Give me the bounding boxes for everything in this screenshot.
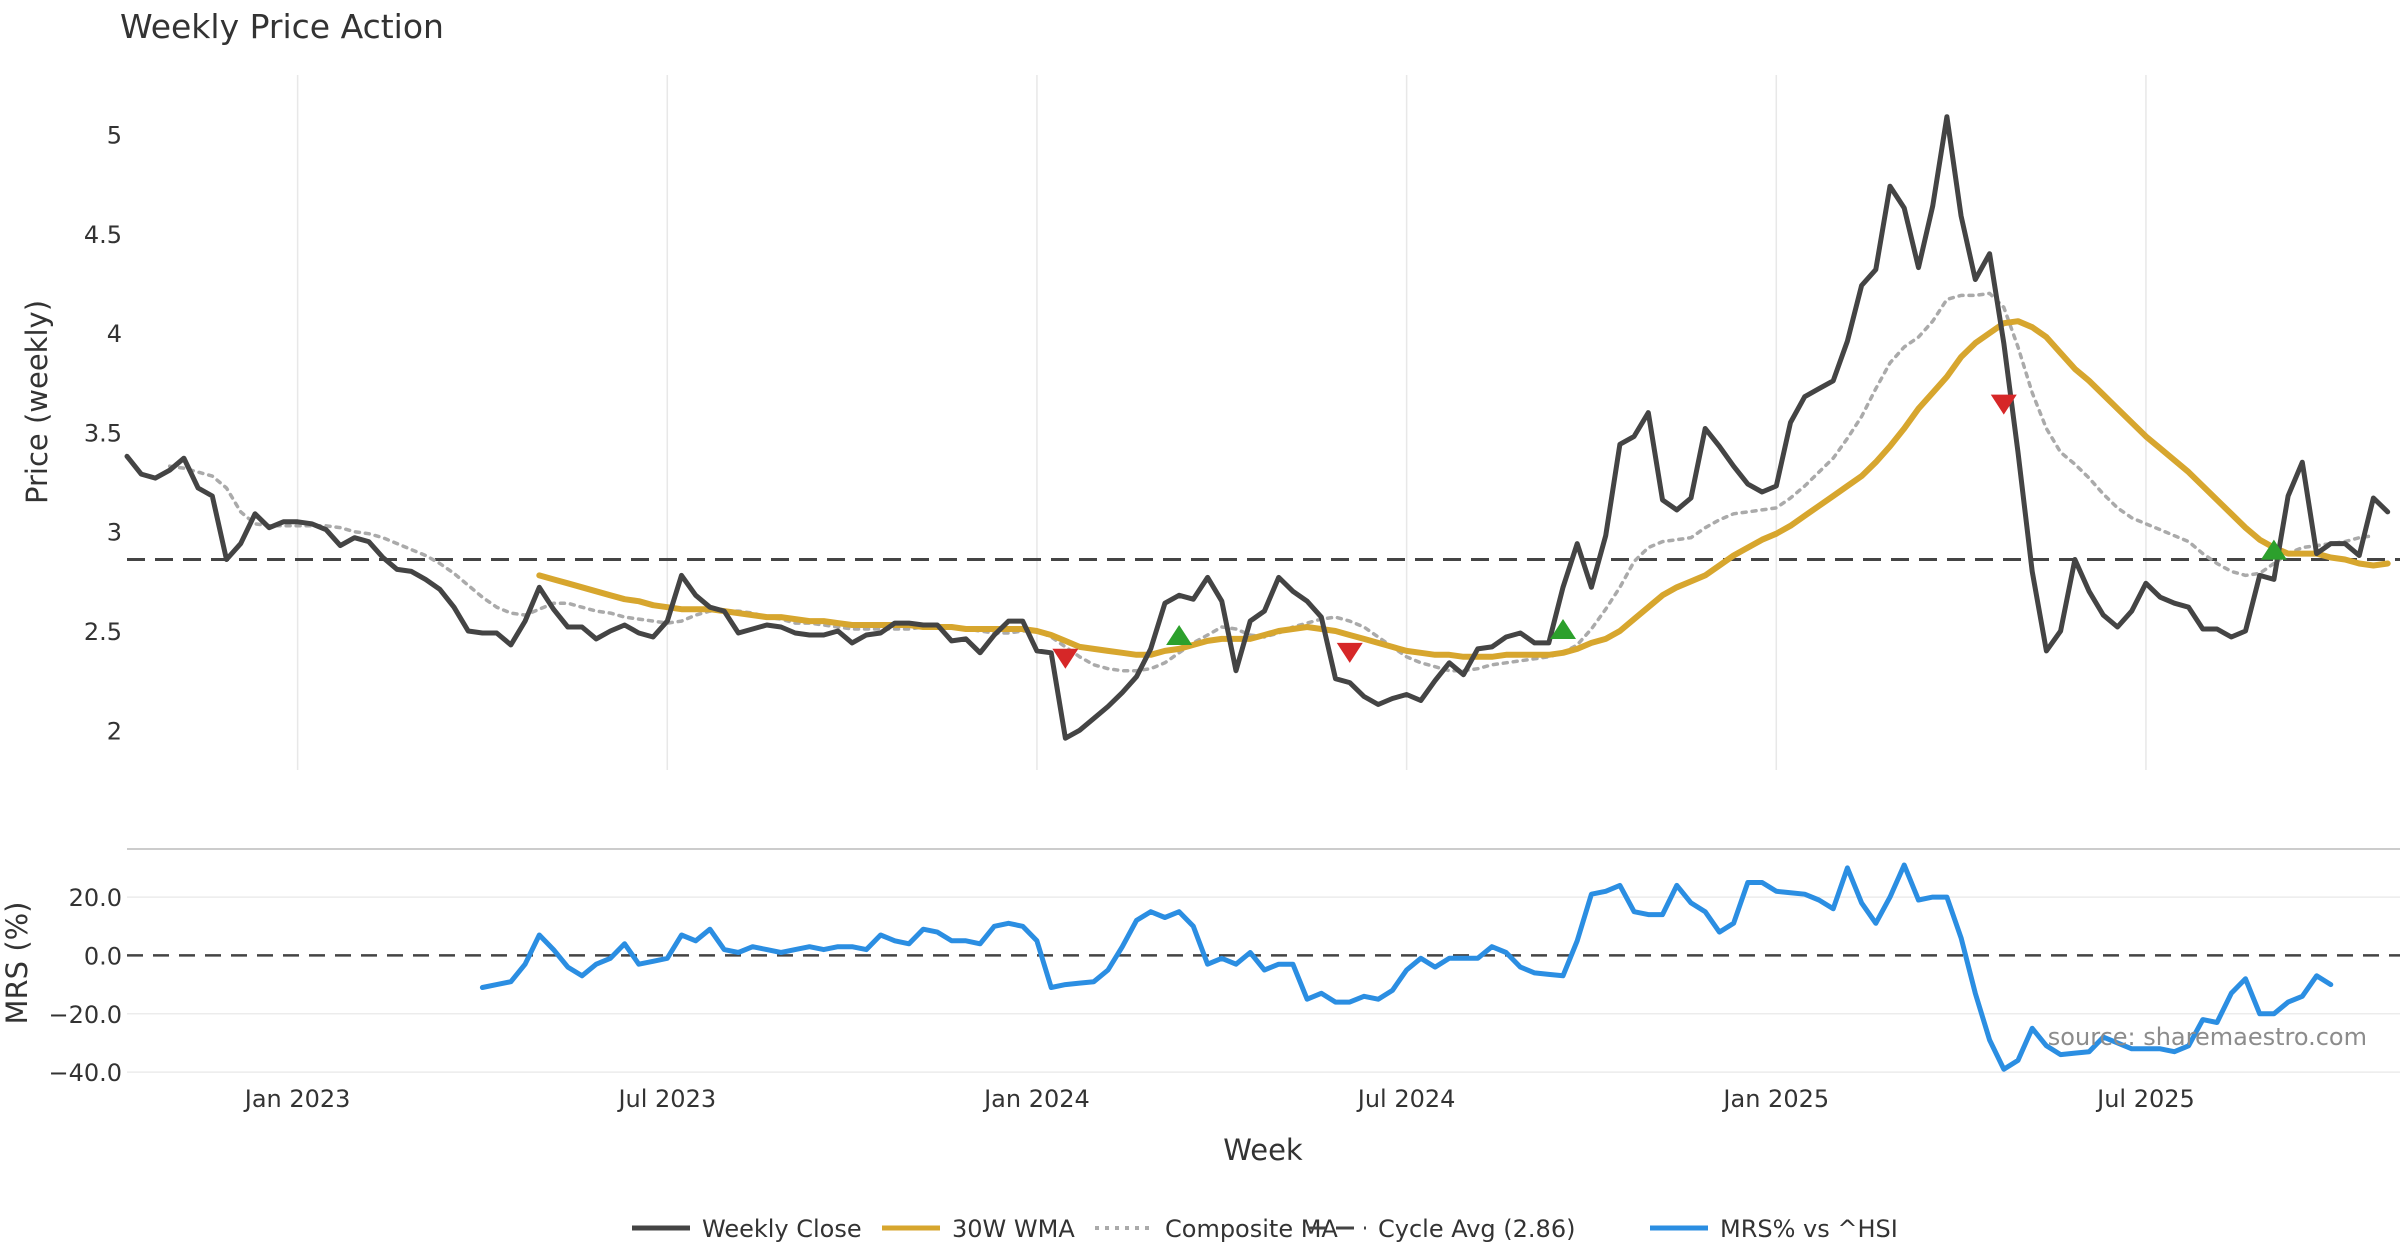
mrs-y-axis-label: MRS (%) (0, 902, 34, 1025)
x-tick-label: Jul 2023 (616, 1085, 716, 1113)
x-tick-label: Jul 2025 (2095, 1085, 2195, 1113)
buy-signal-marker (1166, 624, 1193, 645)
buy-signal-marker (1550, 619, 1577, 640)
legend-label: Cycle Avg (2.86) (1378, 1215, 1575, 1243)
series-mrs-vs-hsi (479, 862, 2334, 1072)
buy-signal-marker (2260, 539, 2287, 560)
price-y-ticks: 2 2.5 3 3.5 4 4.5 5 (84, 122, 122, 746)
sell-signal-marker (1990, 394, 2017, 415)
signal-markers (1052, 394, 2287, 669)
legend-entry: Composite MA (1095, 1215, 1338, 1243)
mrs-y-tick: 20.0 (69, 884, 122, 912)
legend-label: MRS% vs ^HSI (1720, 1215, 1898, 1243)
price-y-tick: 5 (107, 122, 122, 150)
legend-label: 30W WMA (952, 1215, 1075, 1243)
legend-label: Weekly Close (702, 1215, 862, 1243)
sell-signal-marker (1052, 648, 1079, 669)
price-y-tick: 4 (107, 320, 122, 348)
mrs-y-tick: −40.0 (48, 1059, 122, 1087)
mrs-series (479, 862, 2334, 1072)
price-y-tick: 2 (107, 717, 122, 745)
legend-entry: 30W WMA (882, 1215, 1075, 1243)
price-y-tick: 2.5 (84, 618, 122, 646)
x-axis-label: Week (1223, 1133, 1303, 1167)
mrs-y-ticks: 20.0 0.0 −20.0 −40.0 (48, 884, 122, 1087)
mrs-gridlines (127, 896, 2400, 1073)
price-series (124, 114, 2391, 741)
series-30w-wma (536, 318, 2391, 660)
legend: Weekly Close 30W WMA Composite MA Cycle Avg… (632, 1215, 1898, 1243)
price-gridlines (296, 75, 2147, 770)
price-panel: 2 2.5 3 3.5 4 4.5 5 Price (weekly) (20, 75, 2400, 770)
chart-title: Weekly Price Action (120, 7, 444, 46)
mrs-y-tick: −20.0 (48, 1001, 122, 1029)
mrs-y-tick: 0.0 (84, 942, 122, 970)
price-y-tick: 4.5 (84, 221, 122, 249)
x-axis-ticks: Jan 2023 Jul 2023 Jan 2024 Jul 2024 Jan 2025… (243, 1085, 2195, 1113)
series-weekly-close (124, 114, 2391, 741)
price-y-tick: 3 (107, 519, 122, 547)
price-y-axis-label: Price (weekly) (20, 300, 54, 504)
series-composite-ma (167, 291, 2376, 673)
price-y-tick: 3.5 (84, 419, 122, 447)
mrs-panel: 20.0 0.0 −20.0 −40.0 MRS (%) source: sharem… (0, 862, 2400, 1087)
x-tick-label: Jan 2023 (243, 1085, 351, 1113)
sell-signal-marker (1336, 642, 1363, 663)
legend-entry: Cycle Avg (2.86) (1308, 1215, 1575, 1243)
x-tick-label: Jul 2024 (1356, 1085, 1456, 1113)
x-tick-label: Jan 2025 (1721, 1085, 1829, 1113)
legend-entry: Weekly Close (632, 1215, 862, 1243)
x-tick-label: Jan 2024 (982, 1085, 1090, 1113)
source-caption: source: sharemaestro.com (2048, 1023, 2367, 1051)
legend-entry: MRS% vs ^HSI (1650, 1215, 1898, 1243)
